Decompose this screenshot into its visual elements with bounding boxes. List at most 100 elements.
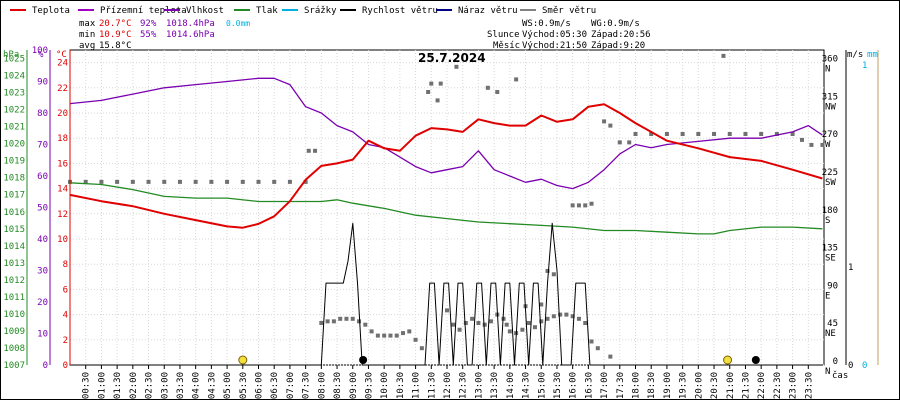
x-tick-label: 22:30 <box>773 372 783 399</box>
humidity-line <box>69 77 823 190</box>
x-tick-label: 06:30 <box>270 372 280 399</box>
wind-dir-point <box>520 327 525 332</box>
x-tick-label: 07:00 <box>286 372 296 399</box>
wind-dir-point <box>551 272 556 277</box>
stat-max-press: 1018.4hPa <box>166 19 215 29</box>
pct-tick-label: 90 <box>37 78 48 88</box>
x-tick-label: 13:00 <box>474 372 484 399</box>
wind-dir-point <box>633 132 638 136</box>
wind-dir-point <box>369 329 374 334</box>
hpa-unit: hPa <box>3 50 19 60</box>
ms-tick-label: 0 <box>848 361 853 371</box>
info-sunrise: Východ:05:30 <box>522 30 587 40</box>
wind-dir-point <box>595 346 600 351</box>
dir-tick-name: NE <box>825 329 836 339</box>
hpa-tick-label: 1020 <box>3 140 25 150</box>
hpa-tick-label: 1008 <box>3 344 25 354</box>
wind-dir-point <box>426 90 431 94</box>
wind-dir-point <box>375 333 380 338</box>
mm-tick-label: 1 <box>862 61 867 71</box>
x-tick-label: 18:30 <box>647 372 657 399</box>
dir-tick-deg: 135 <box>822 244 838 254</box>
wind-dir-point <box>306 148 311 153</box>
wind-dir-point <box>570 314 575 319</box>
temperature-line <box>69 103 823 229</box>
wind-dir-point <box>800 137 805 142</box>
pct-tick-label: 50 <box>37 204 48 214</box>
wind-dir-point <box>526 321 531 325</box>
x-tick-label: 17:30 <box>616 372 626 399</box>
x-tick-label: 19:00 <box>663 372 673 399</box>
stat-min-hum: 55% <box>140 30 157 40</box>
hpa-tick-label: 1007 <box>3 361 25 371</box>
wind-dir-point <box>272 179 277 184</box>
hpa-tick-label: 1023 <box>3 89 25 99</box>
wind-dir-point <box>457 327 462 332</box>
pct-tick-label: 100 <box>32 46 48 56</box>
x-tick-label: 15:00 <box>537 372 547 399</box>
wind-dir-point <box>608 123 613 128</box>
x-tick-label: 18:00 <box>632 372 642 399</box>
wind-dir-point <box>130 179 135 184</box>
x-tick-label: 04:30 <box>207 372 217 399</box>
wind-dir-point <box>413 337 418 342</box>
wind-dir-point <box>325 319 330 324</box>
stat-avg-temp: 15.8°C <box>99 41 132 51</box>
hpa-tick-label: 1015 <box>3 225 25 235</box>
wind-dir-point <box>344 316 349 321</box>
dir-tick-deg: 180 <box>822 206 838 216</box>
wind-dir-point <box>558 312 563 317</box>
x-tick-label: 19:30 <box>679 372 689 399</box>
stat-max-temp: 20.7°C <box>99 19 132 29</box>
wind-dir-point <box>287 179 292 184</box>
wind-dir-point <box>539 302 544 307</box>
hpa-tick-label: 1014 <box>3 242 25 252</box>
pct-tick-label: 60 <box>37 172 48 182</box>
hpa-tick-label: 1019 <box>3 157 25 167</box>
wind-dir-point <box>331 319 336 324</box>
wind-dir-point <box>759 132 764 136</box>
legend-label: Přízemní teplota <box>100 6 187 16</box>
wind-dir-point <box>319 321 324 325</box>
pct-tick-label: 0 <box>43 361 48 371</box>
wind-dir-point <box>820 142 825 147</box>
wind-dir-point <box>495 90 500 94</box>
wind-dir-point <box>177 179 182 184</box>
dir-tick-name: SE <box>825 254 836 264</box>
wind-dir-point <box>545 268 550 273</box>
wind-dir-point <box>602 119 607 124</box>
wind-dir-point <box>407 329 412 334</box>
info-wg: WG:0.9m/s <box>591 19 640 29</box>
info-moonrise: Východ:21:50 <box>522 41 587 51</box>
wind-dir-point <box>774 132 779 136</box>
wind-dir-point <box>451 322 456 327</box>
x-tick-label: 12:30 <box>459 372 469 399</box>
wind-dir-point <box>551 314 556 319</box>
wind-dir-point <box>338 316 343 321</box>
temp-unit: °C <box>56 50 67 60</box>
temp-tick-label: 4 <box>63 311 68 321</box>
dir-tick-deg: 360 <box>822 55 838 65</box>
x-tick-label: 20:30 <box>710 372 720 399</box>
info-moon-label: Měsíc <box>493 41 520 51</box>
wind-dir-point <box>727 132 732 136</box>
x-tick-label: 23:00 <box>789 372 799 399</box>
x-tick-label: 01:00 <box>97 372 107 399</box>
temp-tick-label: 16 <box>57 159 68 169</box>
x-tick-label: 23:30 <box>804 372 814 399</box>
hpa-tick-label: 1012 <box>3 276 25 286</box>
wind-dir-point <box>627 140 632 145</box>
info-sunset: Západ:20:56 <box>591 30 651 40</box>
x-tick-label: 09:30 <box>364 372 374 399</box>
temp-tick-label: 6 <box>63 285 68 295</box>
mm-tick-label: 0 <box>862 361 867 371</box>
x-tick-label: 14:00 <box>506 372 516 399</box>
wind-dir-point <box>454 64 459 69</box>
wind-dir-point <box>193 179 198 184</box>
dir-tick-name: W <box>825 140 831 150</box>
temp-tick-label: 24 <box>57 59 68 69</box>
wind-dir-point <box>445 308 449 313</box>
dir-tick-deg: 90 <box>827 281 838 291</box>
